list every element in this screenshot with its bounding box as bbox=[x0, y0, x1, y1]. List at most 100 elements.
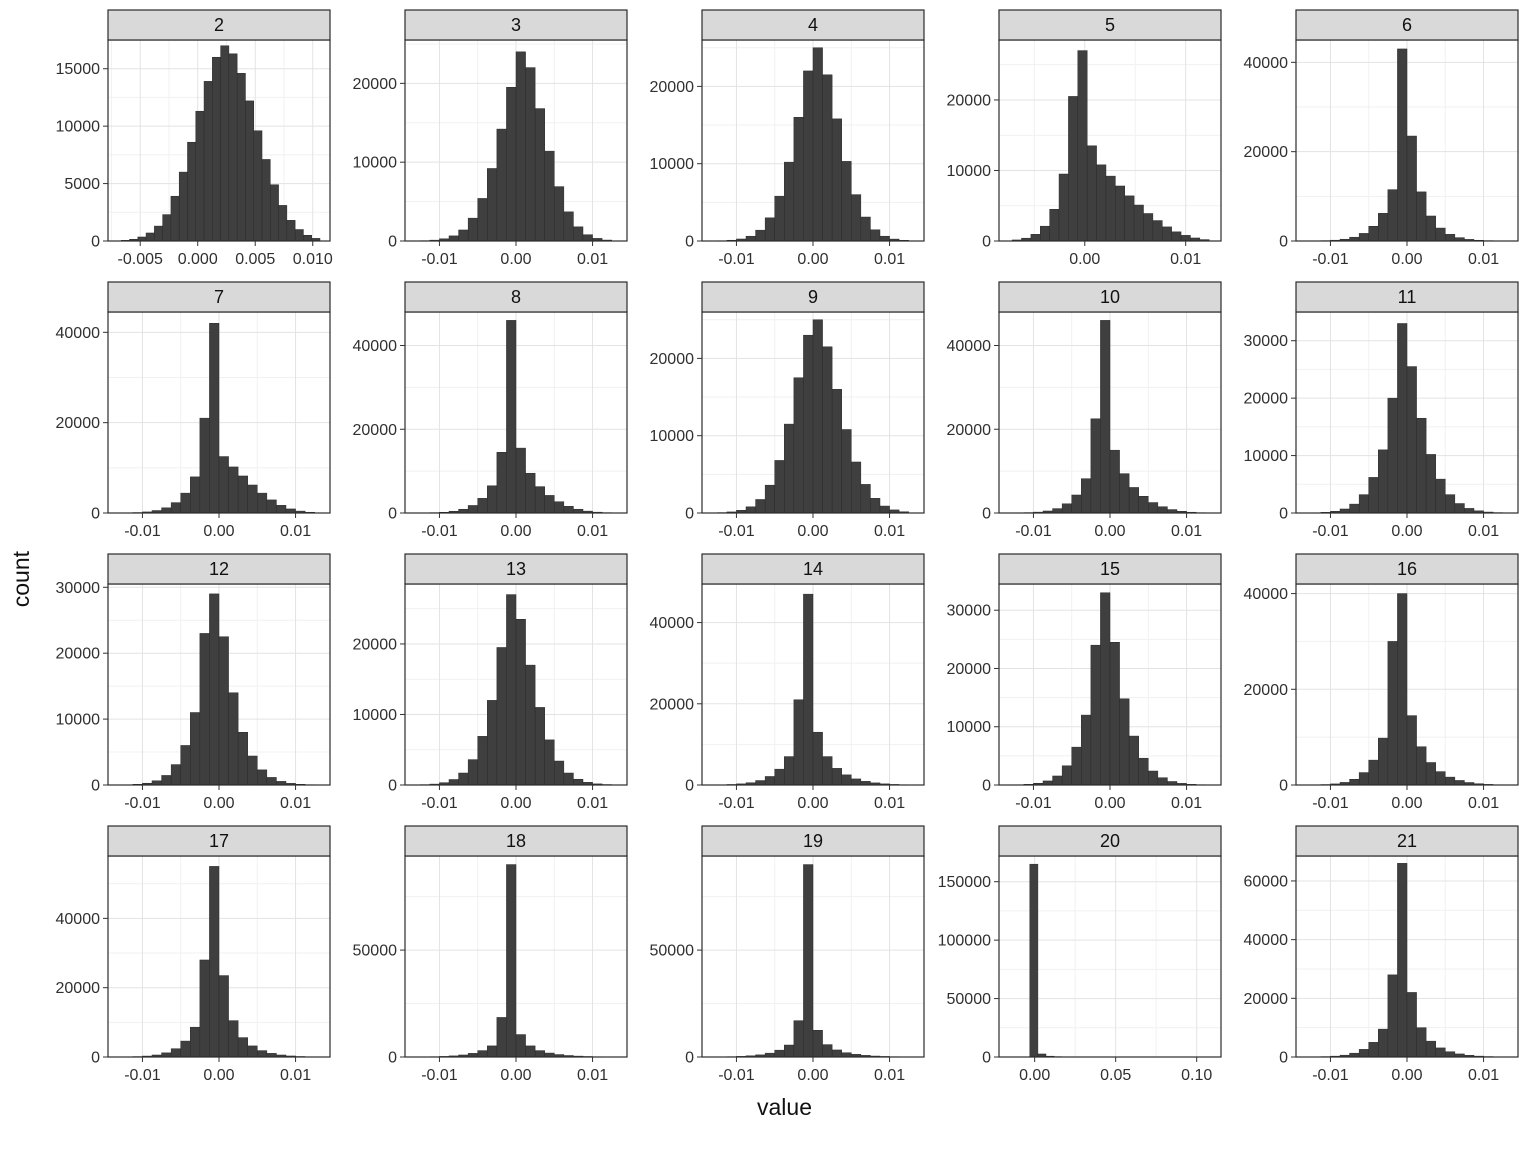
svg-text:0: 0 bbox=[388, 234, 397, 251]
facet-strip-label: 17 bbox=[209, 831, 229, 851]
facet-svg-19: 0 50000 -0.01 0.00 0.01 19 bbox=[650, 825, 925, 1084]
facet-strip-label: 14 bbox=[803, 559, 823, 579]
facet-cell-11: 0 10000 20000 30000 -0.01 0.00 0.01 11 bbox=[1230, 278, 1527, 550]
y-axis-title: count bbox=[7, 550, 34, 608]
svg-text:20000: 20000 bbox=[1244, 991, 1289, 1008]
svg-text:0: 0 bbox=[91, 778, 100, 795]
facet-svg-4: 0 10000 20000 -0.01 0.00 0.01 4 bbox=[650, 9, 925, 268]
svg-text:10000: 10000 bbox=[947, 163, 992, 180]
svg-text:20000: 20000 bbox=[353, 76, 398, 93]
svg-text:10000: 10000 bbox=[56, 119, 101, 136]
svg-text:0.01: 0.01 bbox=[1468, 523, 1499, 540]
svg-text:0.00: 0.00 bbox=[1391, 251, 1422, 268]
facet-strip-label: 10 bbox=[1100, 287, 1120, 307]
x-axis-title: value bbox=[757, 1094, 812, 1120]
facet-svg-7: 0 20000 40000 -0.01 0.00 0.01 7 bbox=[56, 281, 331, 540]
svg-text:20000: 20000 bbox=[56, 415, 101, 432]
facet-cell-6: 0 20000 40000 -0.01 0.00 0.01 6 bbox=[1230, 6, 1527, 278]
svg-text:0.01: 0.01 bbox=[874, 251, 905, 268]
svg-text:0.00: 0.00 bbox=[500, 795, 531, 812]
svg-text:50000: 50000 bbox=[353, 943, 398, 960]
facet-cell-3: 0 10000 20000 -0.01 0.00 0.01 3 bbox=[339, 6, 636, 278]
facet-strip-label: 8 bbox=[511, 287, 521, 307]
svg-text:0.00: 0.00 bbox=[797, 251, 828, 268]
facet-strip-label: 4 bbox=[808, 15, 818, 35]
facet-strip-label: 19 bbox=[803, 831, 823, 851]
svg-text:0.005: 0.005 bbox=[235, 251, 275, 268]
svg-text:150000: 150000 bbox=[938, 874, 991, 891]
svg-text:0: 0 bbox=[982, 506, 991, 523]
facet-svg-14: 0 20000 40000 -0.01 0.00 0.01 14 bbox=[650, 553, 925, 812]
svg-text:0: 0 bbox=[91, 1050, 100, 1067]
svg-text:20000: 20000 bbox=[947, 661, 992, 678]
svg-text:0.00: 0.00 bbox=[203, 523, 234, 540]
svg-text:30000: 30000 bbox=[1244, 333, 1289, 350]
facet-cell-16: 0 20000 40000 -0.01 0.00 0.01 16 bbox=[1230, 550, 1527, 822]
svg-text:20000: 20000 bbox=[650, 351, 695, 368]
facet-strip-label: 16 bbox=[1397, 559, 1417, 579]
svg-text:100000: 100000 bbox=[938, 933, 991, 950]
svg-text:60000: 60000 bbox=[1244, 873, 1289, 890]
svg-text:0: 0 bbox=[685, 778, 694, 795]
facet-cell-4: 0 10000 20000 -0.01 0.00 0.01 4 bbox=[636, 6, 933, 278]
facet-svg-2: 0 5000 10000 15000 -0.005 0.000 0.005 0.010 2 bbox=[56, 9, 333, 268]
svg-text:0.05: 0.05 bbox=[1100, 1067, 1131, 1084]
svg-text:20000: 20000 bbox=[1244, 682, 1289, 699]
svg-text:0.00: 0.00 bbox=[1019, 1067, 1050, 1084]
svg-text:20000: 20000 bbox=[947, 422, 992, 439]
svg-text:0: 0 bbox=[685, 234, 694, 251]
svg-text:0: 0 bbox=[388, 778, 397, 795]
svg-text:0.00: 0.00 bbox=[500, 1067, 531, 1084]
svg-text:-0.005: -0.005 bbox=[118, 251, 163, 268]
svg-text:0: 0 bbox=[91, 234, 100, 251]
svg-text:50000: 50000 bbox=[947, 991, 992, 1008]
svg-text:-0.01: -0.01 bbox=[421, 1067, 458, 1084]
facet-cell-13: 0 10000 20000 -0.01 0.00 0.01 13 bbox=[339, 550, 636, 822]
facet-strip-label: 11 bbox=[1398, 287, 1417, 307]
svg-text:20000: 20000 bbox=[56, 646, 101, 663]
svg-text:20000: 20000 bbox=[947, 92, 992, 109]
facet-svg-16: 0 20000 40000 -0.01 0.00 0.01 16 bbox=[1244, 553, 1519, 812]
svg-text:40000: 40000 bbox=[1244, 55, 1289, 72]
svg-text:10000: 10000 bbox=[353, 155, 398, 172]
facet-strip-label: 7 bbox=[214, 287, 224, 307]
svg-text:20000: 20000 bbox=[353, 422, 398, 439]
plot-main-area: 0 5000 10000 15000 -0.005 0.000 0.005 0.010 2 0 10… bbox=[42, 6, 1536, 1152]
svg-text:10000: 10000 bbox=[56, 712, 101, 729]
svg-text:0.01: 0.01 bbox=[577, 795, 608, 812]
svg-text:-0.01: -0.01 bbox=[1015, 795, 1052, 812]
facet-svg-3: 0 10000 20000 -0.01 0.00 0.01 3 bbox=[353, 9, 628, 268]
facet-strip-label: 13 bbox=[506, 559, 526, 579]
svg-text:0.00: 0.00 bbox=[797, 1067, 828, 1084]
svg-text:40000: 40000 bbox=[56, 325, 101, 342]
facet-svg-18: 0 50000 -0.01 0.00 0.01 18 bbox=[353, 825, 628, 1084]
svg-text:40000: 40000 bbox=[353, 338, 398, 355]
svg-text:0.01: 0.01 bbox=[1468, 795, 1499, 812]
svg-text:0.00: 0.00 bbox=[1069, 251, 1100, 268]
svg-text:0.00: 0.00 bbox=[1391, 795, 1422, 812]
facet-cell-17: 0 20000 40000 -0.01 0.00 0.01 17 bbox=[42, 822, 339, 1094]
facet-cell-18: 0 50000 -0.01 0.00 0.01 18 bbox=[339, 822, 636, 1094]
svg-text:0.01: 0.01 bbox=[1171, 795, 1202, 812]
facet-grid: 0 5000 10000 15000 -0.005 0.000 0.005 0.010 2 0 10… bbox=[42, 6, 1536, 1094]
facet-svg-20: 0 50000 100000 150000 0.00 0.05 0.10 20 bbox=[938, 825, 1222, 1084]
svg-text:50000: 50000 bbox=[650, 943, 695, 960]
facet-cell-20: 0 50000 100000 150000 0.00 0.05 0.10 20 bbox=[933, 822, 1230, 1094]
facet-strip-label: 9 bbox=[808, 287, 818, 307]
svg-text:-0.01: -0.01 bbox=[421, 251, 458, 268]
svg-text:0.01: 0.01 bbox=[1468, 251, 1499, 268]
svg-text:10000: 10000 bbox=[650, 428, 695, 445]
facet-cell-8: 0 20000 40000 -0.01 0.00 0.01 8 bbox=[339, 278, 636, 550]
facet-svg-11: 0 10000 20000 30000 -0.01 0.00 0.01 11 bbox=[1244, 281, 1519, 540]
svg-text:0: 0 bbox=[1279, 506, 1288, 523]
facet-svg-17: 0 20000 40000 -0.01 0.00 0.01 17 bbox=[56, 825, 331, 1084]
svg-text:0.01: 0.01 bbox=[1170, 251, 1201, 268]
facet-cell-12: 0 10000 20000 30000 -0.01 0.00 0.01 12 bbox=[42, 550, 339, 822]
svg-text:-0.01: -0.01 bbox=[421, 795, 458, 812]
svg-text:0: 0 bbox=[1279, 778, 1288, 795]
svg-text:0.01: 0.01 bbox=[577, 1067, 608, 1084]
svg-text:10000: 10000 bbox=[947, 719, 992, 736]
svg-text:0.01: 0.01 bbox=[280, 1067, 311, 1084]
svg-text:-0.01: -0.01 bbox=[1312, 251, 1349, 268]
svg-text:0.000: 0.000 bbox=[178, 251, 218, 268]
